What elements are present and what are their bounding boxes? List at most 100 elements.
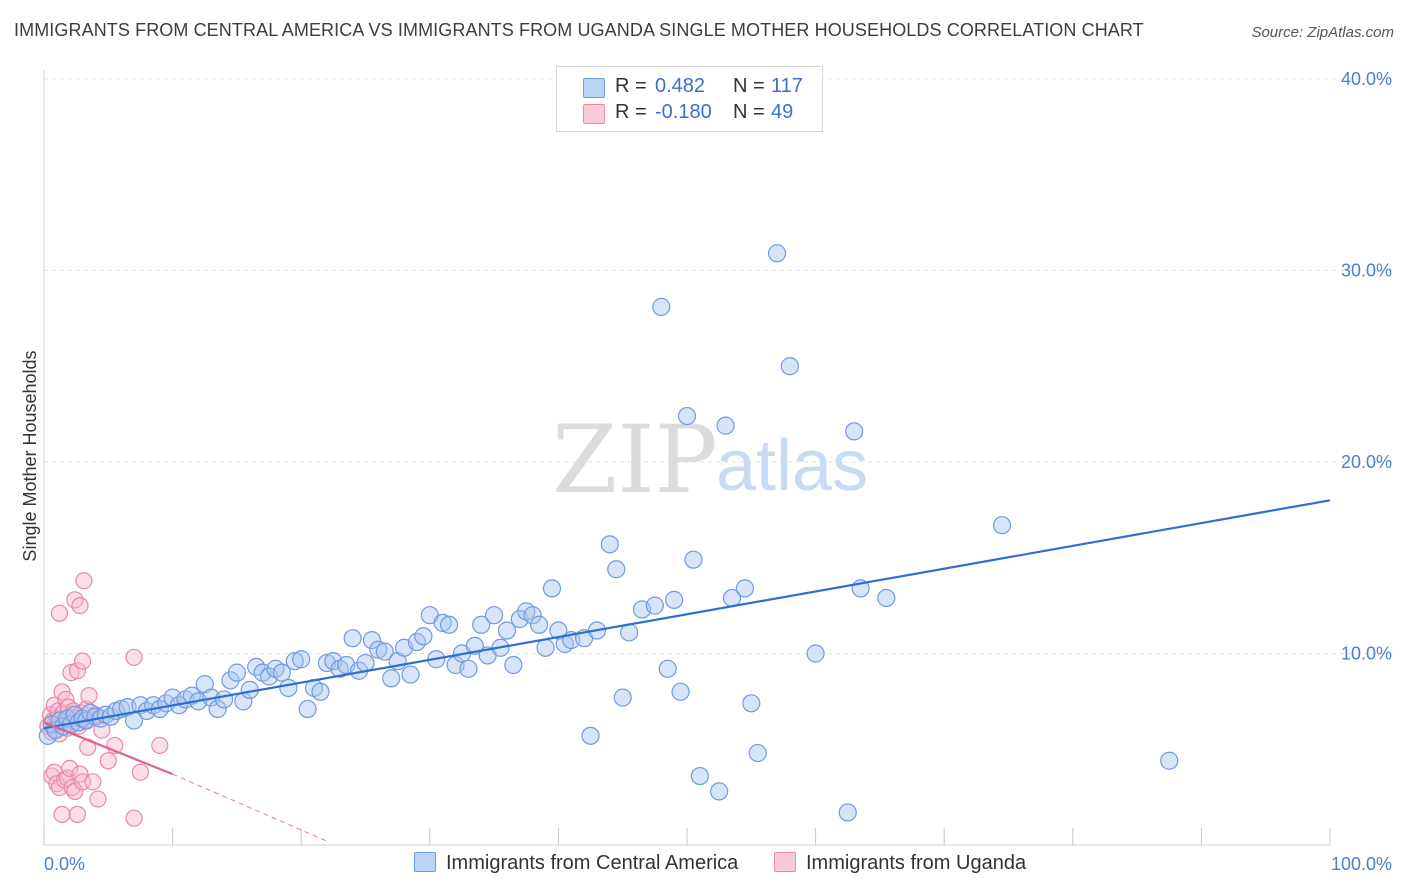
central-america-point (677, 406, 697, 426)
central-america-point (735, 579, 754, 598)
central-america-point (208, 699, 227, 719)
y-tick-label: 40.0% (1341, 69, 1392, 89)
uganda-point (50, 604, 69, 622)
correlation-legend: R = 0.482 N = 117 R = -0.180 N = 49 (556, 66, 823, 132)
central-america-point (292, 650, 311, 669)
bottom-legend-label: Immigrants from Uganda (806, 852, 1027, 874)
central-america-point (845, 422, 864, 441)
central-america-point (780, 357, 799, 376)
tick-labels: 10.0% 20.0% 30.0% 40.0% 0.0% 100.0% (44, 69, 1392, 874)
central-america-point (401, 665, 420, 684)
uganda-point (61, 759, 79, 778)
central-america-point (684, 550, 703, 569)
central-america-point (992, 516, 1012, 535)
uganda-point (80, 687, 98, 705)
y-tick-label: 20.0% (1341, 452, 1392, 472)
central-america-point (311, 682, 330, 701)
axes (43, 70, 1331, 846)
bottom-legend-swatch-blue (414, 852, 436, 872)
central-america-point (838, 803, 857, 822)
uganda-point (151, 736, 169, 755)
central-america-point (613, 688, 632, 707)
uganda-point (89, 790, 107, 808)
central-america-points (38, 244, 1179, 822)
central-america-point (581, 726, 600, 745)
central-america-point (523, 606, 542, 625)
central-america-point (671, 682, 690, 701)
bottom-legend-swatch-pink (774, 852, 796, 872)
central-america-point (459, 659, 478, 678)
central-america-point (877, 588, 896, 608)
central-america-point (652, 297, 671, 316)
central-america-point (382, 669, 401, 688)
central-america-point (485, 606, 504, 625)
legend-r-label: R = (615, 101, 647, 123)
central-america-point (742, 694, 761, 713)
central-america-point (536, 638, 555, 657)
central-america-point (298, 699, 317, 719)
central-america-point (658, 659, 677, 678)
central-america-point (600, 535, 619, 554)
uganda-point (71, 597, 89, 615)
uganda-trend-extension (172, 773, 328, 842)
central-america-point (607, 560, 626, 579)
central-america-point (362, 630, 382, 650)
legend-swatch-pink (583, 104, 605, 124)
central-america-point (285, 652, 304, 671)
watermark: ZIP atlas (552, 406, 868, 515)
uganda-point (75, 572, 93, 590)
central-america-point (767, 244, 787, 263)
uganda-point (84, 773, 102, 791)
central-america-point (414, 627, 433, 646)
central-america-point (439, 615, 459, 634)
central-america-point (716, 416, 735, 435)
x-tick-label: 100.0% (1331, 854, 1392, 874)
central-america-point (343, 629, 362, 648)
central-america-point (690, 766, 709, 786)
central-america-point (472, 615, 491, 634)
grid-lines (44, 78, 1392, 654)
central-america-point (806, 644, 825, 663)
legend-n-label: N = (733, 101, 765, 123)
uganda-trend-line (43, 721, 174, 776)
x-tick-label: 0.0% (44, 854, 85, 874)
uganda-point (125, 648, 143, 666)
y-axis-label: Single Mother Households (20, 350, 40, 561)
uganda-point (73, 652, 92, 670)
central-america-point (504, 655, 523, 675)
central-america-point (542, 579, 562, 598)
central-america-point (497, 621, 517, 640)
central-america-point (272, 663, 292, 682)
central-america-point (375, 642, 394, 661)
central-america-point (665, 590, 684, 609)
uganda-point (62, 664, 80, 682)
y-tick-label: 10.0% (1341, 644, 1392, 664)
central-america-point (356, 653, 375, 673)
legend-r-value: -0.180 (655, 101, 712, 123)
central-america-point (530, 615, 549, 634)
uganda-point (125, 809, 143, 827)
trend-lines (43, 499, 1331, 842)
uganda-point (99, 752, 117, 770)
legend-n-value: 49 (771, 101, 794, 123)
legend-n-value: 117 (771, 75, 803, 97)
uganda-point (68, 662, 87, 680)
chart-title: IMMIGRANTS FROM CENTRAL AMERICA VS IMMIG… (14, 20, 1144, 40)
legend-swatch-blue (583, 78, 605, 98)
legend-r-label: R = (615, 75, 647, 97)
central-america-trend-line (43, 499, 1331, 730)
uganda-point (131, 763, 150, 781)
central-america-point (748, 743, 767, 763)
central-america-point (710, 782, 729, 801)
uganda-point (68, 805, 87, 823)
watermark-atlas: atlas (716, 426, 868, 506)
legend-r-value: 0.482 (655, 75, 706, 97)
central-america-point (645, 596, 664, 615)
central-america-point (214, 690, 234, 709)
central-america-point (369, 640, 388, 659)
bottom-legend-uganda: Immigrants from Uganda (774, 852, 1026, 875)
source-label: Source: ZipAtlas.com (1251, 24, 1394, 41)
uganda-point (53, 805, 71, 823)
bottom-legend-label: Immigrants from Central America (446, 852, 739, 874)
